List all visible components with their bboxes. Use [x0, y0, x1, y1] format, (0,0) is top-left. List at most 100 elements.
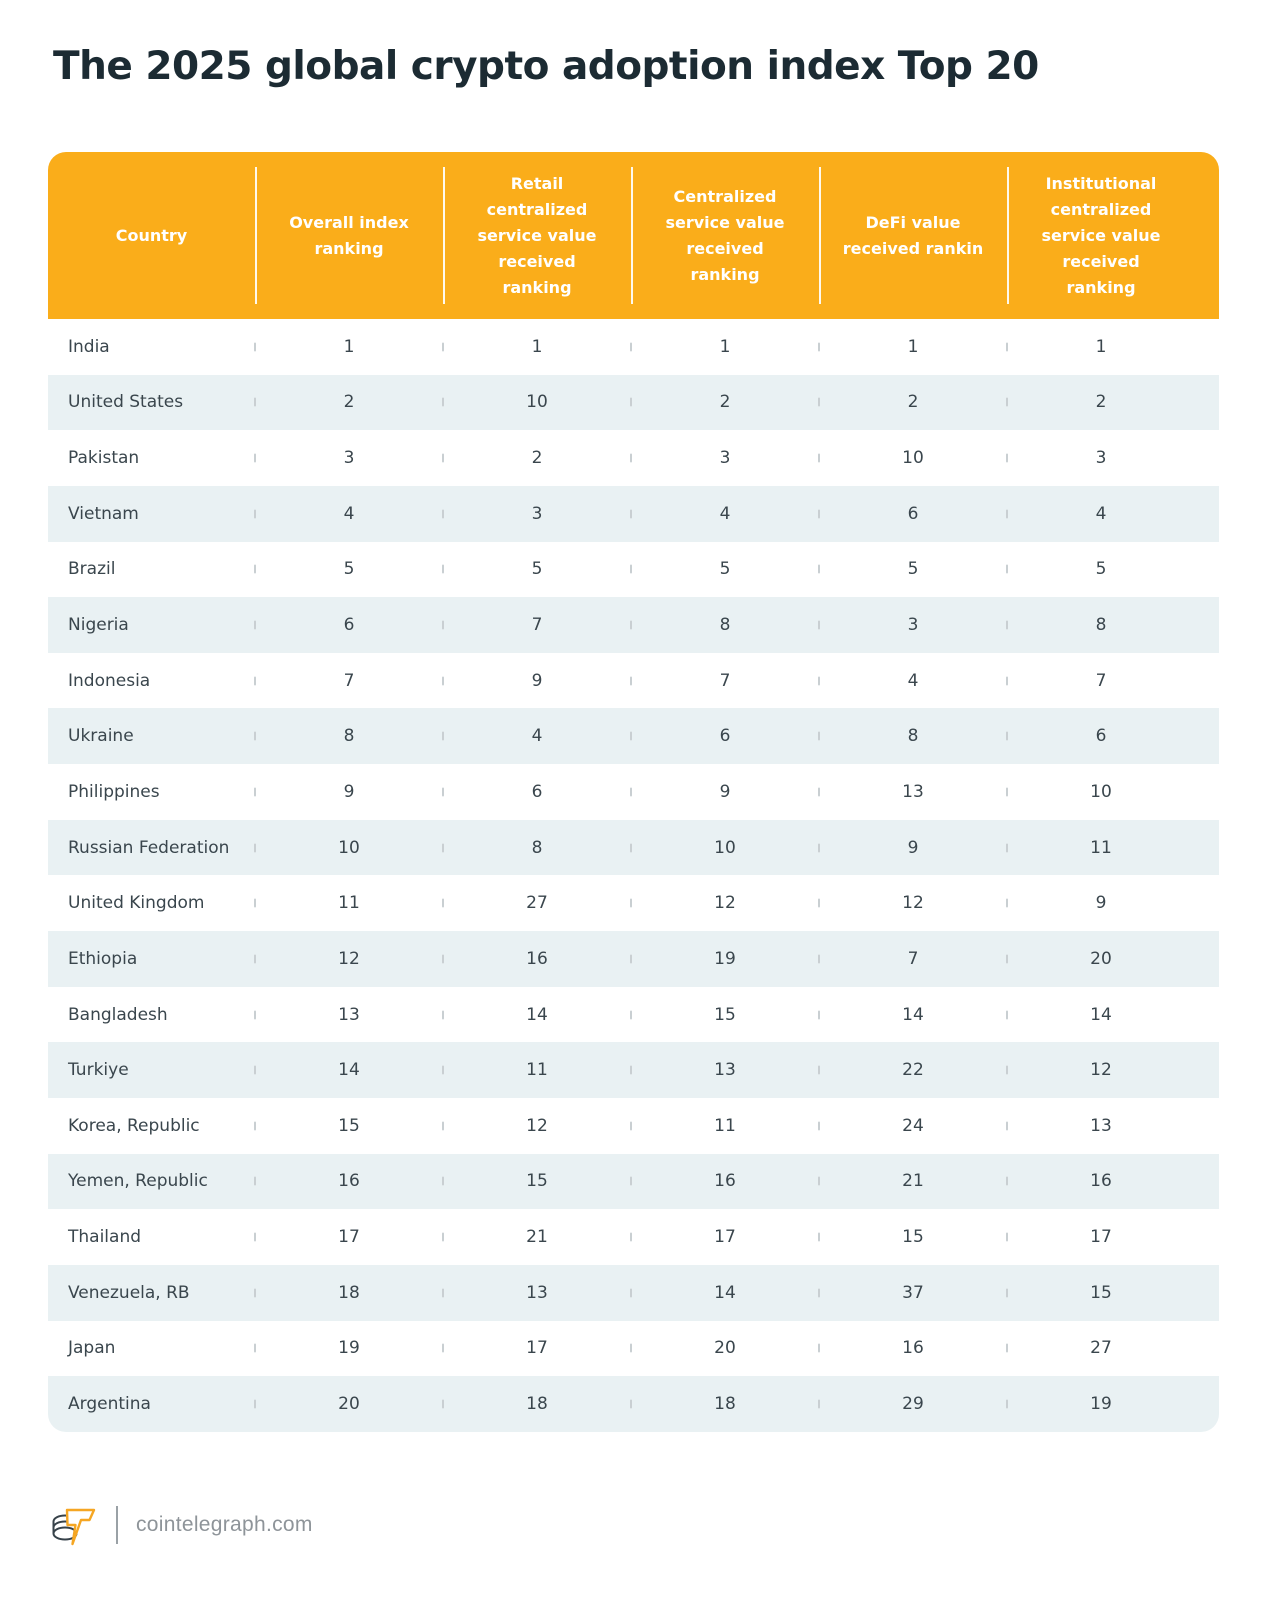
country-cell: Turkiye	[68, 1060, 129, 1081]
centralized-ranking-cell: 9	[631, 764, 819, 820]
retail-centralized-ranking-cell: 3	[443, 486, 631, 542]
table-row: Argentina 20 18 18 29 19	[48, 1376, 1219, 1432]
overall-index-ranking-cell: 17	[255, 1209, 443, 1265]
institutional-ranking-cell: 15	[1007, 1265, 1195, 1321]
institutional-ranking-cell: 14	[1007, 987, 1195, 1043]
country-cell: Vietnam	[68, 503, 139, 524]
retail-centralized-ranking-cell: 6	[443, 764, 631, 820]
country-cell: Japan	[68, 1338, 116, 1359]
retail-centralized-ranking-cell: 27	[443, 875, 631, 931]
retail-centralized-ranking-cell: 16	[443, 931, 631, 987]
defi-ranking-cell: 14	[819, 987, 1007, 1043]
centralized-ranking-cell: 18	[631, 1376, 819, 1432]
institutional-ranking-cell: 6	[1007, 708, 1195, 764]
country-cell: Brazil	[68, 559, 116, 580]
defi-ranking-cell: 22	[819, 1042, 1007, 1098]
overall-index-ranking-cell: 11	[255, 875, 443, 931]
institutional-ranking-cell: 13	[1007, 1098, 1195, 1154]
centralized-ranking-cell: 14	[631, 1265, 819, 1321]
country-cell: Yemen, Republic	[68, 1171, 208, 1192]
column-header-defi: DeFi value received rankin	[819, 152, 1007, 319]
institutional-ranking-cell: 17	[1007, 1209, 1195, 1265]
defi-ranking-cell: 7	[819, 931, 1007, 987]
retail-centralized-ranking-cell: 1	[443, 319, 631, 375]
centralized-ranking-cell: 16	[631, 1154, 819, 1210]
table-row: United States 2 10 2 2 2	[48, 374, 1219, 431]
centralized-ranking-cell: 13	[631, 1042, 819, 1098]
centralized-ranking-cell: 11	[631, 1098, 819, 1154]
centralized-ranking-cell: 12	[631, 875, 819, 931]
country-cell: Korea, Republic	[68, 1115, 200, 1136]
overall-index-ranking-cell: 5	[255, 542, 443, 598]
retail-centralized-ranking-cell: 17	[443, 1321, 631, 1377]
footer: cointelegraph.com	[50, 1502, 313, 1548]
overall-index-ranking-cell: 13	[255, 987, 443, 1043]
defi-ranking-cell: 9	[819, 820, 1007, 876]
overall-index-ranking-cell: 1	[255, 319, 443, 375]
table-row: Bangladesh 13 14 15 14 14	[48, 986, 1219, 1043]
retail-centralized-ranking-cell: 13	[443, 1265, 631, 1321]
defi-ranking-cell: 1	[819, 319, 1007, 375]
table-row: India 1 1 1 1 1	[48, 319, 1219, 375]
table-row: Ukraine 8 4 6 8 6	[48, 708, 1219, 765]
institutional-ranking-cell: 5	[1007, 542, 1195, 598]
table-row: Brazil 5 5 5 5 5	[48, 541, 1219, 598]
centralized-ranking-cell: 4	[631, 486, 819, 542]
table-row: Russian Federation 10 8 10 9 11	[48, 819, 1219, 876]
retail-centralized-ranking-cell: 4	[443, 708, 631, 764]
country-cell: Argentina	[68, 1393, 151, 1414]
retail-centralized-ranking-cell: 5	[443, 542, 631, 598]
defi-ranking-cell: 2	[819, 375, 1007, 431]
table-row: Thailand 17 21 17 15 17	[48, 1209, 1219, 1265]
country-cell: Ukraine	[68, 726, 134, 747]
institutional-ranking-cell: 16	[1007, 1154, 1195, 1210]
overall-index-ranking-cell: 14	[255, 1042, 443, 1098]
retail-centralized-ranking-cell: 8	[443, 820, 631, 876]
retail-centralized-ranking-cell: 12	[443, 1098, 631, 1154]
footer-site-label: cointelegraph.com	[136, 1513, 313, 1536]
retail-centralized-ranking-cell: 2	[443, 430, 631, 486]
centralized-ranking-cell: 15	[631, 987, 819, 1043]
country-cell: Bangladesh	[68, 1004, 168, 1025]
institutional-ranking-cell: 1	[1007, 319, 1195, 375]
country-cell: Venezuela, RB	[68, 1282, 190, 1303]
centralized-ranking-cell: 20	[631, 1321, 819, 1377]
country-cell: Russian Federation	[68, 837, 230, 858]
column-header-overall-index: Overall index ranking	[255, 152, 443, 319]
cointelegraph-logo-icon	[50, 1502, 98, 1548]
overall-index-ranking-cell: 2	[255, 375, 443, 431]
table-header-row: Country Overall index ranking Retail cen…	[48, 152, 1219, 319]
institutional-ranking-cell: 12	[1007, 1042, 1195, 1098]
defi-ranking-cell: 29	[819, 1376, 1007, 1432]
centralized-ranking-cell: 2	[631, 375, 819, 431]
defi-ranking-cell: 13	[819, 764, 1007, 820]
defi-ranking-cell: 12	[819, 875, 1007, 931]
overall-index-ranking-cell: 15	[255, 1098, 443, 1154]
institutional-ranking-cell: 3	[1007, 430, 1195, 486]
country-cell: United States	[68, 392, 184, 413]
column-header-country: Country	[48, 152, 255, 319]
centralized-ranking-cell: 1	[631, 319, 819, 375]
column-header-centralized: Centralized service value received ranki…	[631, 152, 819, 319]
centralized-ranking-cell: 10	[631, 820, 819, 876]
overall-index-ranking-cell: 9	[255, 764, 443, 820]
institutional-ranking-cell: 4	[1007, 486, 1195, 542]
institutional-ranking-cell: 20	[1007, 931, 1195, 987]
page-title: The 2025 global crypto adoption index To…	[53, 44, 1039, 89]
overall-index-ranking-cell: 10	[255, 820, 443, 876]
table-row: Ethiopia 12 16 19 7 20	[48, 931, 1219, 987]
retail-centralized-ranking-cell: 9	[443, 653, 631, 709]
overall-index-ranking-cell: 7	[255, 653, 443, 709]
defi-ranking-cell: 4	[819, 653, 1007, 709]
country-cell: Ethiopia	[68, 948, 138, 969]
centralized-ranking-cell: 17	[631, 1209, 819, 1265]
column-header-retail-centralized: Retail centralized service value receive…	[443, 152, 631, 319]
table-row: Japan 19 17 20 16 27	[48, 1320, 1219, 1377]
centralized-ranking-cell: 3	[631, 430, 819, 486]
institutional-ranking-cell: 27	[1007, 1321, 1195, 1377]
table-row: Venezuela, RB 18 13 14 37 15	[48, 1264, 1219, 1321]
column-header-label: Retail centralized service value receive…	[477, 173, 597, 297]
table-row: Philippines 9 6 9 13 10	[48, 764, 1219, 820]
defi-ranking-cell: 6	[819, 486, 1007, 542]
